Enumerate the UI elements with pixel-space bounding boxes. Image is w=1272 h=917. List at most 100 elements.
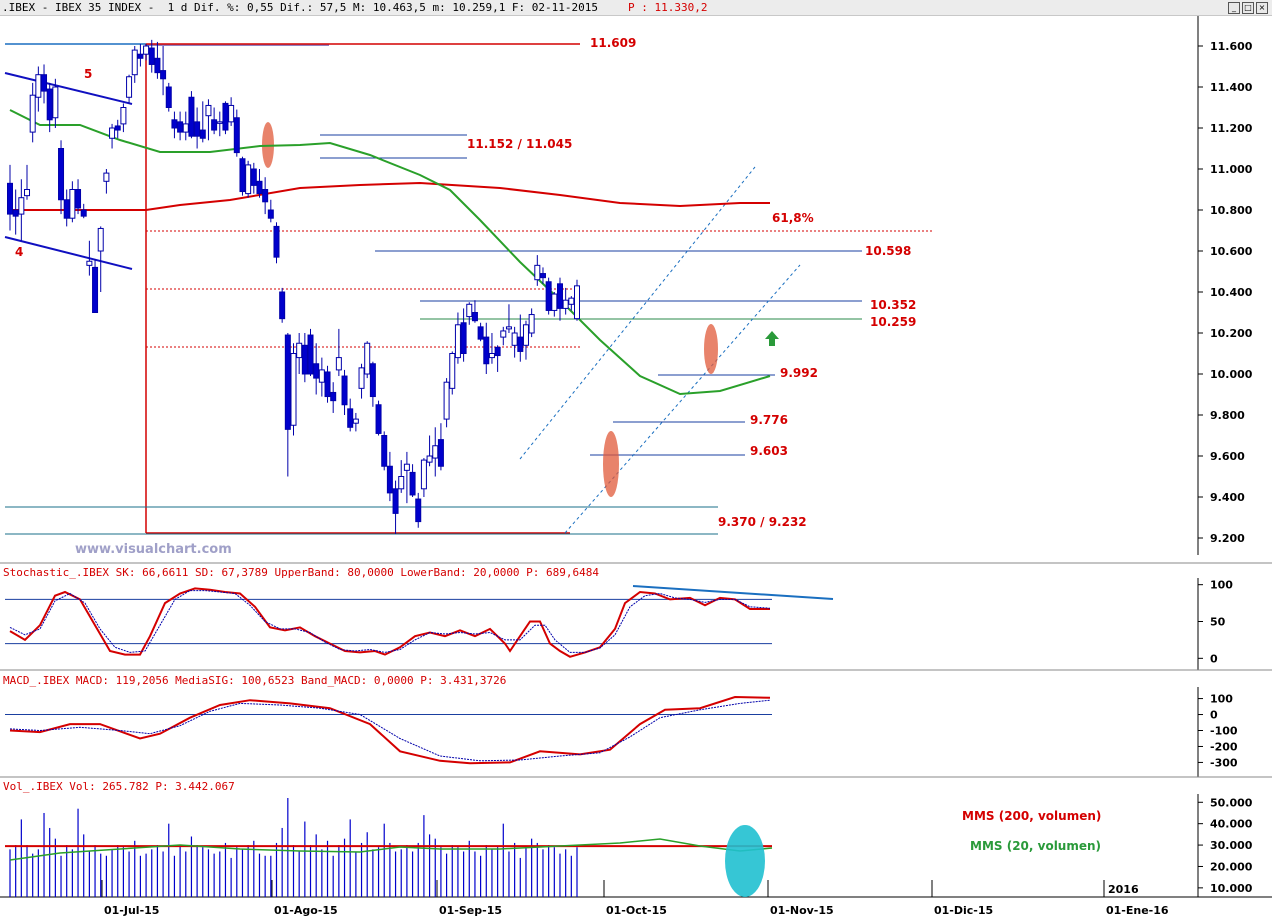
time-tick-label: 01-Ago-15 bbox=[274, 904, 338, 917]
year-label: 2016 bbox=[1108, 883, 1139, 896]
candle bbox=[194, 107, 201, 149]
time-tick-label: 01-Oct-15 bbox=[606, 904, 667, 917]
panel-tick-label: -200 bbox=[1210, 740, 1238, 753]
candle bbox=[574, 279, 580, 321]
candle-body bbox=[375, 404, 382, 434]
candle-body bbox=[171, 119, 178, 129]
candle bbox=[568, 296, 575, 311]
candle-body bbox=[182, 123, 189, 133]
price-tick-label: 9.400 bbox=[1210, 491, 1245, 504]
candle-body bbox=[568, 297, 575, 305]
price-readout: P : 11.330,2 bbox=[628, 1, 708, 14]
annotation-label: 9.992 bbox=[780, 366, 818, 380]
watermark: www.visualchart.com bbox=[75, 542, 232, 557]
candle bbox=[148, 39, 155, 73]
candle bbox=[551, 292, 558, 317]
candle bbox=[211, 107, 218, 135]
candle bbox=[52, 78, 59, 128]
candle bbox=[505, 304, 512, 333]
candle bbox=[199, 101, 206, 143]
candle bbox=[250, 162, 257, 194]
candle-body bbox=[335, 357, 342, 371]
candle bbox=[409, 464, 416, 497]
candle bbox=[415, 492, 422, 528]
candle-body bbox=[46, 88, 53, 121]
candle bbox=[426, 435, 433, 467]
candle bbox=[171, 111, 178, 139]
candle-body bbox=[7, 182, 13, 215]
panel-tick-label: 0 bbox=[1210, 709, 1218, 722]
candle bbox=[454, 312, 461, 364]
candle bbox=[318, 357, 325, 397]
candle bbox=[386, 451, 393, 502]
volume-tick-label: 20.000 bbox=[1210, 860, 1253, 873]
candle-body bbox=[347, 408, 354, 428]
candle bbox=[262, 177, 269, 215]
series-line-1 bbox=[9, 699, 771, 762]
chart-title: .IBEX - IBEX 35 INDEX - 1 d Dif. %: 0,55… bbox=[2, 1, 599, 14]
candle-body bbox=[307, 334, 314, 375]
annotation-label: 10.259 bbox=[870, 315, 916, 329]
candle-body bbox=[245, 164, 252, 195]
stochastic-trendline bbox=[632, 585, 834, 600]
candle-body bbox=[358, 367, 365, 389]
candle-body bbox=[24, 189, 31, 197]
restore-button[interactable]: □ bbox=[1242, 2, 1254, 14]
annotation-label: 9.776 bbox=[750, 413, 788, 427]
volume-highlight bbox=[725, 825, 765, 897]
candle bbox=[449, 351, 456, 395]
candle bbox=[12, 189, 19, 235]
price-tick-label: 9.200 bbox=[1210, 532, 1245, 545]
candle bbox=[120, 103, 127, 133]
annotation-label: 11.609 bbox=[590, 36, 636, 50]
up-arrow-icon bbox=[765, 331, 779, 346]
candle-body bbox=[488, 353, 495, 359]
panel-tick-label: 0 bbox=[1210, 652, 1218, 665]
candle-body bbox=[403, 463, 410, 471]
candle-body bbox=[131, 49, 138, 76]
price-tick-label: 9.600 bbox=[1210, 450, 1245, 463]
candle-body bbox=[18, 197, 25, 215]
candle-body bbox=[92, 266, 99, 313]
close-button[interactable]: × bbox=[1256, 2, 1268, 14]
candle-body bbox=[148, 47, 155, 65]
candle bbox=[324, 365, 331, 403]
candle-body bbox=[330, 391, 337, 402]
candle bbox=[500, 326, 507, 346]
time-tick-label: 01-Sep-15 bbox=[439, 904, 502, 917]
panel-tick-label: 100 bbox=[1210, 693, 1233, 706]
candle bbox=[279, 287, 286, 323]
candle bbox=[41, 64, 48, 104]
candle-body bbox=[443, 381, 450, 420]
candle bbox=[313, 343, 320, 395]
candle bbox=[398, 460, 405, 493]
candle-body bbox=[556, 283, 563, 309]
time-tick-label: 01-Jul-15 bbox=[104, 904, 159, 917]
candle-body bbox=[35, 74, 42, 98]
candle bbox=[126, 74, 133, 104]
candle bbox=[522, 320, 529, 360]
candle-body bbox=[364, 342, 371, 375]
candle bbox=[137, 43, 144, 67]
minimize-button[interactable]: _ bbox=[1228, 2, 1240, 14]
candle-body bbox=[545, 281, 552, 311]
candle bbox=[443, 378, 450, 428]
support-resistance-lines bbox=[4, 43, 932, 535]
price-tick-label: 9.800 bbox=[1210, 409, 1245, 422]
price-tick-label: 10.400 bbox=[1210, 286, 1253, 299]
window-titlebar: .IBEX - IBEX 35 INDEX - 1 d Dif. %: 0,55… bbox=[0, 0, 1272, 16]
candle bbox=[534, 255, 541, 286]
candle bbox=[35, 66, 42, 112]
candle bbox=[511, 326, 518, 358]
candle bbox=[177, 111, 184, 141]
candle bbox=[165, 82, 172, 112]
time-tick-label: 01-Dic-15 bbox=[934, 904, 993, 917]
candle-body bbox=[177, 121, 184, 133]
candle bbox=[92, 259, 99, 313]
candle bbox=[301, 333, 308, 383]
candle bbox=[488, 333, 495, 364]
candle bbox=[460, 308, 467, 362]
axes bbox=[0, 16, 1272, 898]
candle-body bbox=[562, 299, 569, 309]
candle-body bbox=[75, 189, 82, 209]
